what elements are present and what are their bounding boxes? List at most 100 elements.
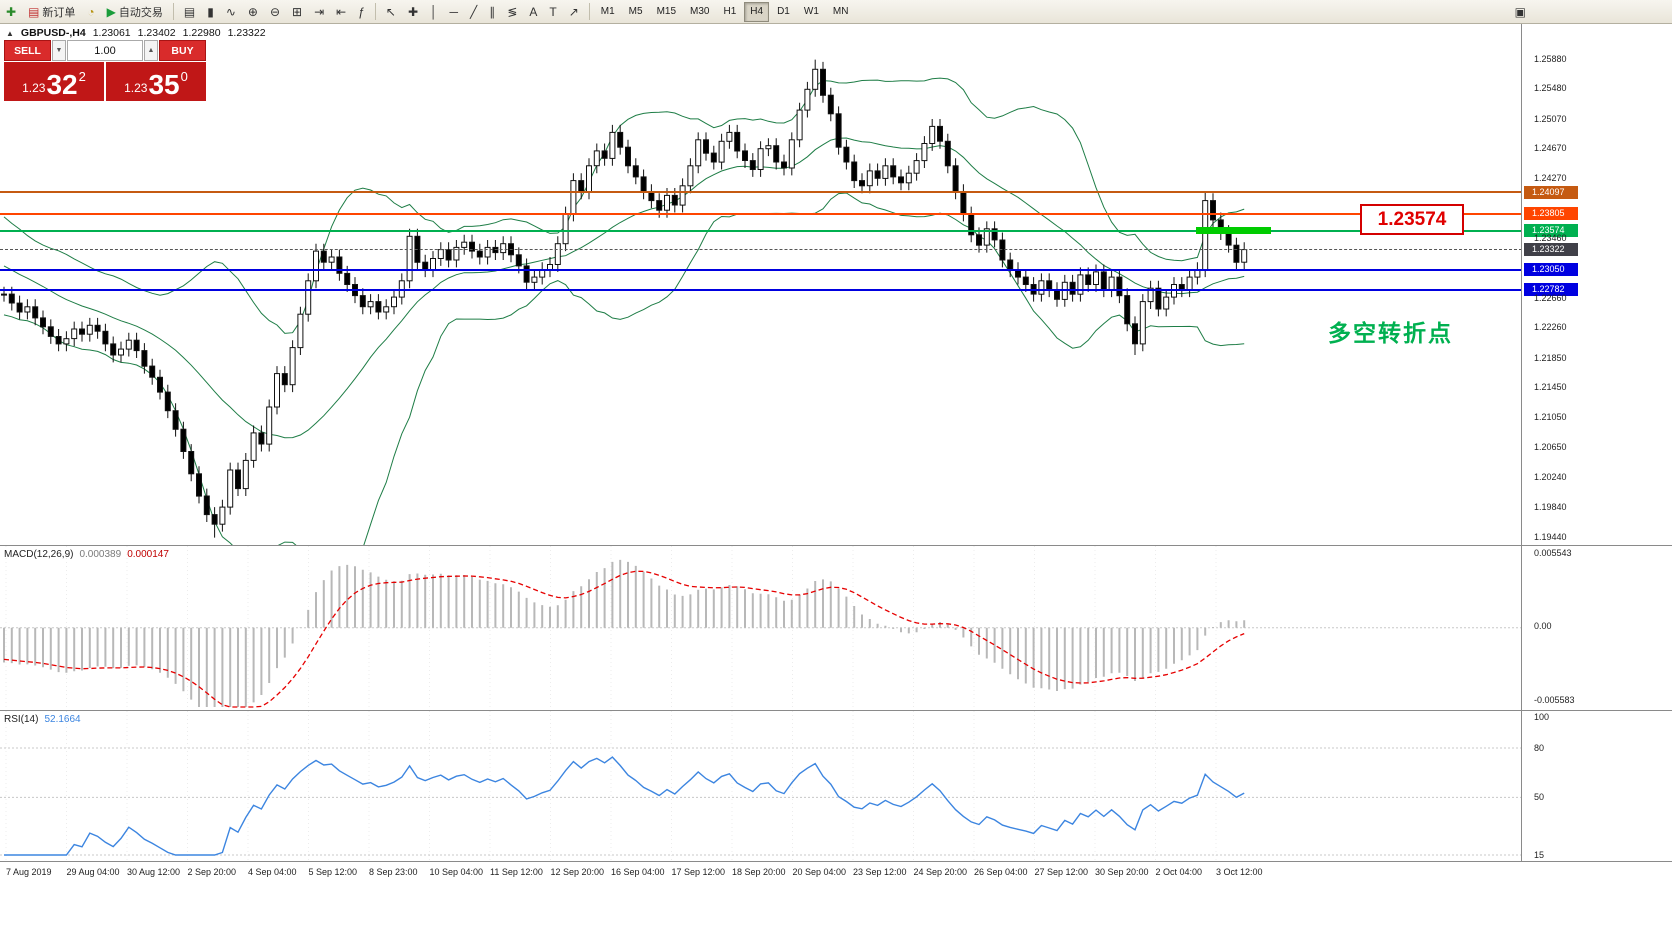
fibonacci-tool-button[interactable]: ≶: [502, 2, 522, 22]
indicators-button[interactable]: ƒ: [353, 2, 370, 22]
price-scale-label: 1.24670: [1534, 143, 1567, 154]
button-label: 新订单: [42, 6, 76, 19]
ohlc-high: 1.23402: [137, 27, 176, 39]
timeframe-h1-button[interactable]: H1: [717, 2, 742, 22]
cursor-tool-button[interactable]: ↖: [381, 2, 401, 22]
candle-body: [531, 276, 538, 283]
docking-button[interactable]: ▣: [1510, 2, 1531, 22]
bar-chart-icon-button[interactable]: ▤: [179, 2, 200, 22]
buy-button[interactable]: BUY: [159, 40, 206, 61]
macd-main-value: 0.000389: [79, 549, 122, 560]
timeframe-m15-button[interactable]: M15: [651, 2, 682, 22]
bar-chart-icon-button-icon: ▤: [183, 4, 196, 19]
collapse-trade-panel-icon[interactable]: ▲: [6, 28, 14, 38]
chart-canvas[interactable]: ▲ GBPUSD-,H4 1.23061 1.23402 1.22980 1.2…: [0, 24, 1522, 545]
candlestick-chart-icon-button-icon: ▮: [207, 4, 214, 19]
candle-body: [921, 143, 928, 162]
text-tool-button-icon: A: [529, 4, 538, 19]
button-label: M1: [600, 6, 615, 17]
zoom-out-button[interactable]: ⊖: [265, 2, 285, 22]
line-chart-icon-button[interactable]: ∿: [221, 2, 241, 22]
timeframe-m1-button[interactable]: M1: [595, 2, 621, 22]
candle-body: [125, 339, 132, 350]
channel-tool-button[interactable]: ∥: [484, 2, 500, 22]
candle-body: [375, 301, 382, 313]
candle-body: [991, 228, 998, 241]
autotrading-button[interactable]: ▶ 自动交易: [102, 2, 168, 22]
volume-input[interactable]: 1.00: [67, 40, 143, 61]
candle-body: [1147, 287, 1154, 303]
macd-canvas[interactable]: MACD(12,26,9) 0.000389 0.000147: [0, 546, 1522, 710]
timeframe-mn-button[interactable]: MN: [827, 2, 855, 22]
sell-price-panel[interactable]: 1.23 32 2: [4, 62, 104, 101]
timeframe-d1-button[interactable]: D1: [771, 2, 796, 22]
timeframe-w1-button[interactable]: W1: [798, 2, 825, 22]
arrow-tool-button[interactable]: ↗: [564, 2, 584, 22]
candle-body: [601, 150, 608, 159]
candle-body: [944, 140, 951, 167]
candle-body: [866, 170, 873, 187]
candle-body: [1054, 289, 1060, 300]
candle-body: [593, 150, 600, 167]
candle-body: [1202, 200, 1209, 271]
text-tool-button[interactable]: A: [524, 2, 542, 22]
vertical-line-tool-button[interactable]: │: [425, 2, 443, 22]
candlestick-chart-icon-button[interactable]: ▮: [202, 2, 219, 22]
price-level-badge: 1.23805: [1524, 207, 1578, 221]
label-tool-button[interactable]: T: [544, 2, 561, 22]
candle-body: [656, 200, 663, 211]
candle-body: [47, 326, 54, 337]
highlight-level-segment[interactable]: [1196, 227, 1271, 235]
candle-body: [937, 125, 943, 142]
alerts-button[interactable]: ◔: [82, 2, 99, 22]
autotrading-button-icon: ▶: [106, 4, 116, 19]
new-chart-button[interactable]: ✚: [1, 2, 21, 22]
price-callout-box[interactable]: 1.23574: [1360, 204, 1464, 235]
candle-body: [383, 306, 390, 313]
tile-windows-button[interactable]: ⊞: [287, 2, 307, 22]
zoom-in-button[interactable]: ⊕: [243, 2, 263, 22]
zoom-out-button-icon: ⊖: [269, 4, 281, 19]
time-axis[interactable]: 7 Aug 2019 29 Aug 04:00 30 Aug 12:00 2 Sep …: [0, 861, 1672, 885]
trendline-tool-button[interactable]: ╱: [465, 2, 482, 22]
volume-increase-button[interactable]: ▲: [144, 40, 158, 61]
horizontal-line-tool-button[interactable]: ─: [445, 2, 464, 22]
toolbar-separator: [588, 3, 590, 20]
buy-price-panel[interactable]: 1.23 35 0: [106, 62, 206, 101]
candle-body: [749, 160, 756, 171]
rsi-scale[interactable]: 100 80 50 15: [1523, 711, 1672, 861]
timeframe-m5-button[interactable]: M5: [623, 2, 649, 22]
zoom-in-button-icon: ⊕: [247, 4, 258, 19]
sell-button[interactable]: SELL: [4, 40, 51, 61]
timeframe-m30-button[interactable]: M30: [684, 2, 715, 22]
auto-scroll-button[interactable]: ⇥: [309, 2, 329, 22]
new-order-button[interactable]: ▤ 新订单: [23, 2, 80, 22]
macd-scale[interactable]: 0.005543 0.00 -0.005583: [1523, 546, 1672, 710]
volume-decrease-button[interactable]: ▼: [52, 40, 66, 61]
turning-point-annotation[interactable]: 多空转折点: [1328, 320, 1453, 346]
candle-body: [983, 228, 990, 246]
rsi-canvas[interactable]: RSI(14) 52.1664: [0, 711, 1522, 861]
time-axis-label: 17 Sep 12:00: [671, 867, 726, 877]
candle-body: [999, 239, 1006, 261]
bollinger-middle-band: [3, 137, 1245, 439]
price-scale-label: 1.20650: [1534, 441, 1567, 452]
time-axis-label: 20 Sep 04:00: [792, 867, 847, 877]
crosshair-tool-button[interactable]: ✚: [403, 2, 423, 22]
candle-body: [952, 165, 959, 193]
macd-scale-bottom: -0.005583: [1534, 695, 1575, 705]
timeframe-h4-button[interactable]: H4: [744, 1, 770, 22]
chart-shift-button[interactable]: ⇤: [331, 2, 351, 22]
time-axis-label: 4 Sep 04:00: [248, 867, 297, 877]
candle-body: [765, 145, 772, 150]
auto-scroll-button-icon: ⇥: [314, 4, 325, 19]
macd-signal-line: [3, 570, 1245, 708]
candle-body: [235, 469, 241, 490]
candle-body: [79, 328, 85, 335]
candle-body: [586, 165, 592, 193]
candle-body: [289, 347, 296, 386]
price-level-badge: 1.24097: [1524, 185, 1578, 199]
candle-body: [305, 280, 312, 315]
candle-body: [24, 306, 31, 313]
price-scale[interactable]: 1.24097 1.23805 1.23574 1.23050 1.22782 1.233…: [1523, 24, 1672, 545]
